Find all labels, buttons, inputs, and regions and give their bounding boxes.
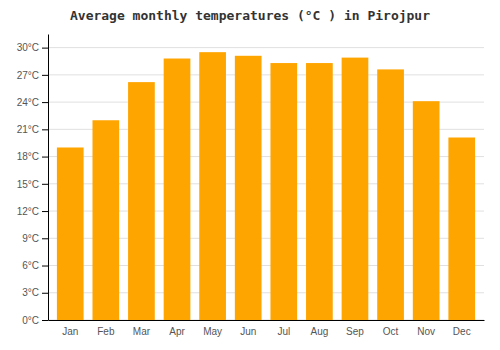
y-tick: 24°C (17, 97, 48, 108)
y-tick-label: 15°C (17, 179, 39, 190)
y-tick-label: 30°C (17, 42, 39, 53)
x-tick: Nov (417, 326, 435, 337)
x-tick-label: Oct (383, 326, 399, 337)
bar (413, 101, 440, 320)
x-tick: Jul (277, 326, 290, 337)
y-tick: 0°C (22, 315, 48, 326)
x-tick: Feb (97, 326, 115, 337)
x-tick-label: Dec (453, 326, 471, 337)
grid (48, 48, 484, 320)
y-tick-label: 21°C (17, 124, 39, 135)
x-tick: Jan (62, 326, 78, 337)
bar (164, 59, 191, 320)
y-tick-label: 9°C (22, 233, 39, 244)
bar (270, 63, 297, 320)
x-axis: Jan Feb Mar Apr May Jun Jul Aug Sep Oct Nov Dec (49, 321, 485, 338)
y-tick-mark (42, 320, 48, 321)
y-tick-label: 3°C (22, 287, 39, 298)
y-tick: 3°C (22, 287, 48, 298)
x-tick-label: Jul (277, 326, 290, 337)
bar (92, 120, 119, 320)
y-tick: 27°C (17, 70, 48, 81)
bar (377, 69, 404, 320)
y-tick-label: 0°C (22, 315, 39, 326)
y-tick: 9°C (22, 233, 48, 244)
x-tick-label: Jun (240, 326, 256, 337)
y-tick: 21°C (17, 124, 48, 135)
bar (128, 82, 155, 320)
x-tick-label: Nov (417, 326, 435, 337)
x-tick: May (203, 326, 222, 337)
y-tick-label: 27°C (17, 70, 39, 81)
x-tick: Apr (169, 326, 185, 337)
chart: 0°C 3°C 6°C 9°C 12°C 15°C 18°C 21°C 24°C 27°C 30°C… (0, 0, 500, 350)
y-axis-line (48, 35, 49, 321)
y-tick-mark (42, 211, 48, 212)
x-tick: Dec (453, 326, 471, 337)
y-tick: 12°C (17, 206, 48, 217)
y-tick: 18°C (17, 151, 48, 162)
x-tick: Aug (310, 326, 328, 337)
bar (342, 58, 369, 320)
x-tick-label: Mar (133, 326, 151, 337)
x-tick-label: Sep (346, 326, 364, 337)
y-tick-mark (42, 238, 48, 239)
y-tick: 6°C (22, 260, 48, 271)
y-tick-label: 24°C (17, 97, 39, 108)
x-tick: Sep (346, 326, 364, 337)
y-tick-mark (42, 293, 48, 294)
y-tick-mark (42, 157, 48, 158)
x-tick: Jun (240, 326, 256, 337)
y-tick-label: 18°C (17, 151, 39, 162)
title: Average monthly temperatures (°C ) in Pi… (70, 8, 430, 23)
y-tick-label: 12°C (17, 206, 39, 217)
x-tick-label: Jan (62, 326, 78, 337)
y-tick-mark (42, 266, 48, 267)
y-tick-mark (42, 129, 48, 130)
bar (306, 63, 333, 320)
y-tick-mark (42, 48, 48, 49)
bar (199, 52, 226, 320)
y-tick-mark (42, 75, 48, 76)
y-tick-mark (42, 102, 48, 103)
x-tick-label: Feb (97, 326, 115, 337)
bar (448, 138, 475, 320)
plot: 0°C 3°C 6°C 9°C 12°C 15°C 18°C 21°C 24°C 27°C 30°C… (17, 35, 485, 338)
y-tick: 30°C (17, 42, 48, 53)
bars (57, 52, 475, 320)
y-tick: 15°C (17, 179, 48, 190)
x-tick-label: Apr (169, 326, 185, 337)
x-tick: Mar (133, 326, 151, 337)
bar (235, 56, 262, 320)
y-tick-mark (42, 184, 48, 185)
bar (57, 147, 84, 320)
y-axis: 0°C 3°C 6°C 9°C 12°C 15°C 18°C 21°C 24°C 27°C 30°C (17, 35, 49, 326)
x-axis-line (49, 320, 485, 321)
x-tick-label: Aug (310, 326, 328, 337)
y-tick-label: 6°C (22, 260, 39, 271)
grid-line (48, 74, 484, 75)
x-tick: Oct (383, 326, 399, 337)
x-tick-label: May (203, 326, 222, 337)
grid-line (48, 47, 484, 48)
